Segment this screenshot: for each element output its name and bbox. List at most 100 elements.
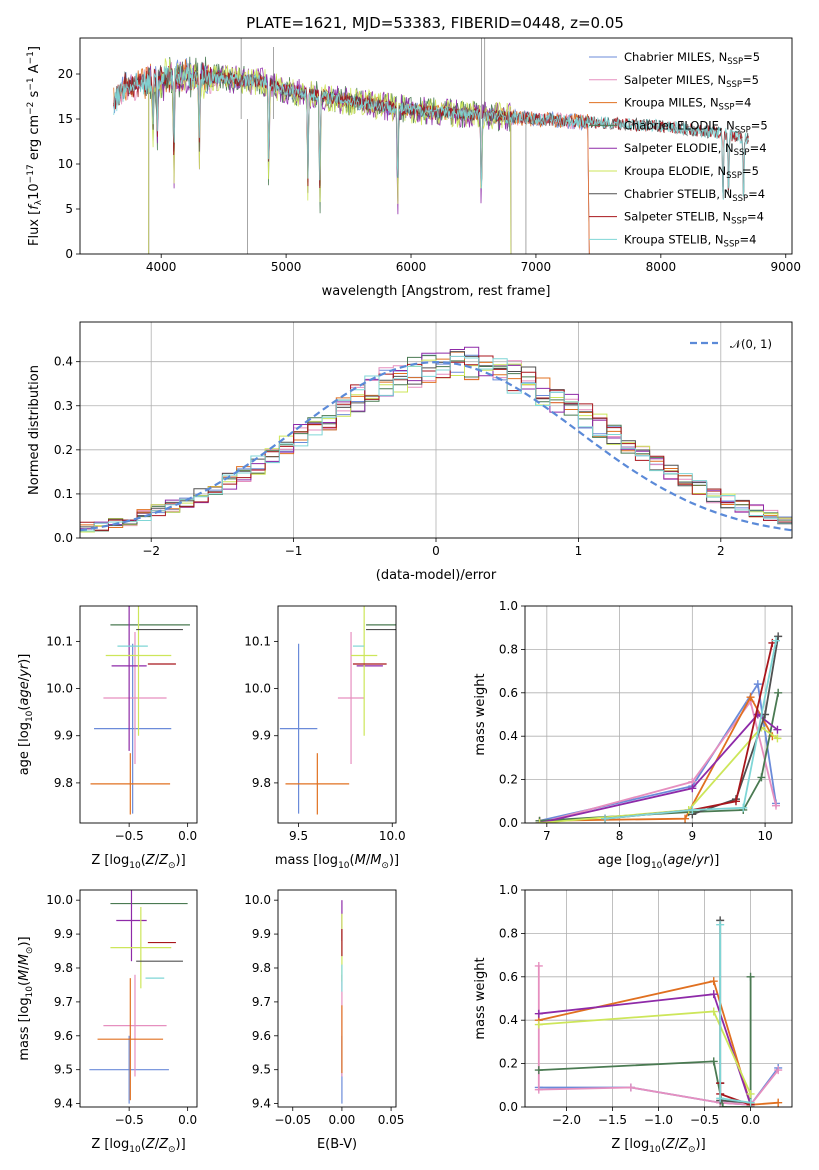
y-tick-label: 9.9: [252, 729, 271, 743]
y-axis-label-text: Flux [fλ10−17 erg cm−2 s−1 A−1]: [26, 46, 44, 246]
y-axis-label: age [log10(age/yr)]: [17, 654, 35, 776]
legend-entry: Salpeter ELODIE, NSSP=4: [624, 141, 767, 158]
y-axis-label: mass weight: [473, 957, 488, 1039]
weight-line-salpeter_miles: [539, 699, 777, 823]
y-tick-label: 10.0: [46, 893, 73, 907]
panels: 4000 5000 6000 7000 8000 900005101520waveleng…: [17, 37, 801, 1155]
weight-marker-kroupa_stelib: [688, 805, 697, 814]
age-Z-panel: −0.5 0.0 9.8 9.9 10.0 10.1 Z [log10(Z/Z⊙)] age …: [17, 605, 198, 871]
age-mass-ticks: 9.5 10.0 9.8 9.9 10.0 10.1: [244, 634, 405, 843]
y-tick-label: 9.4: [54, 1097, 73, 1111]
x-tick-label: 8000: [646, 260, 677, 274]
weight-line-kroupa_stelib: [604, 640, 777, 820]
weight-marker-kroupa_stelib: [716, 920, 725, 929]
y-tick-label: 9.9: [54, 729, 73, 743]
spectrum-line-salpeter_miles: [113, 62, 590, 254]
weight-marker-chabrier_miles: [753, 680, 762, 689]
x-tick-label: 5000: [271, 260, 302, 274]
weight-line-salpeter_elodie: [539, 713, 778, 823]
residual-histogram-salpeter_elodie: [80, 346, 792, 530]
age-mass-panel: 9.5 10.0 9.8 9.9 10.0 10.1 mass [log10(M/M⊙)]: [244, 605, 406, 871]
y-tick-label: 0.8: [499, 926, 518, 940]
weight-marker-kroupa_stelib: [739, 803, 748, 812]
weight-age-lines: [535, 632, 783, 823]
weight-marker-kroupa_stelib: [601, 814, 610, 823]
weight-marker-salpeter_elodie: [534, 1009, 543, 1018]
weight-marker-kroupa_miles: [681, 814, 690, 823]
residuals-x-label: (data-model)/error: [376, 568, 497, 583]
x-axis-label: Z [log10(Z/Z⊙)]: [91, 1137, 185, 1155]
weight-marker-kroupa_elodie: [534, 1020, 543, 1029]
weight-marker-salpeter_elodie: [709, 990, 718, 999]
y-axis-label-text: mass weight: [473, 673, 488, 755]
y-tick-label: 9.5: [54, 1063, 73, 1077]
x-axis-label: Z [log10(Z/Z⊙)]: [91, 853, 185, 871]
y-tick-label: 0.3: [54, 399, 73, 413]
x-tick-label: −2: [142, 544, 160, 558]
x-tick-label: −2.0: [552, 1113, 581, 1127]
y-tick-label: 0.0: [499, 816, 518, 830]
y-tick-label: 9.8: [54, 776, 73, 790]
y-tick-label: 9.6: [54, 1029, 73, 1043]
weight-marker-salpeter_miles: [534, 1085, 543, 1094]
legend-entry: Chabrier MILES, NSSP=5: [624, 50, 760, 67]
weight-marker-chabrier_elodie: [709, 1057, 718, 1066]
y-tick-label: 0.1: [54, 487, 73, 501]
y-axis-label: mass [log10(M/M⊙)]: [17, 936, 35, 1060]
y-tick-label: 10.0: [46, 682, 73, 696]
mass-Z-ticks: −0.5 0.0 9.4 9.5 9.6 9.7 9.8 9.9 10.0: [46, 893, 197, 1127]
age-Z-ticks: −0.5 0.0 9.8 9.9 10.0 10.1: [46, 634, 197, 843]
weight-line-chabrier_stelib: [719, 920, 751, 1104]
weight-marker-kroupa_stelib: [716, 1094, 725, 1103]
weight-line-salpeter_stelib: [604, 642, 774, 820]
age-mass-frame: [277, 605, 397, 824]
x-tick-label: 1: [575, 544, 583, 558]
legend-entry: Kroupa MILES, NSSP=4: [624, 96, 751, 113]
mass-Z-panel: −0.5 0.0 9.4 9.5 9.6 9.7 9.8 9.9 10.0 Z [log10(Z/…: [17, 889, 198, 1155]
y-tick-label: 0: [65, 247, 73, 261]
y-tick-label: 1.0: [499, 599, 518, 613]
weight-Z-frame: [524, 889, 793, 1108]
weight-marker-chabrier_elodie: [746, 972, 755, 981]
weight-line-chabrier_stelib: [692, 636, 780, 816]
y-tick-label: 15: [58, 112, 73, 126]
spectrum-line-kroupa_elodie: [148, 58, 512, 254]
mass-ebv-panel: −0.05 0.00 0.05 9.4 9.5 9.6 9.7 9.8 9.9 10.0 E(B-V…: [244, 889, 404, 1152]
residuals-panel: −2 −1 0 1 2 0.0 0.1 0.2 0.3 0.4 (data-model)/error…: [27, 321, 793, 583]
weight-marker-chabrier_elodie: [774, 688, 783, 697]
spectrum-line-kroupa_stelib: [113, 62, 749, 200]
y-axis-label-text: age [log10(age/yr)]: [17, 654, 35, 776]
y-tick-label: 9.7: [54, 995, 73, 1009]
y-axis-label: Normed distribution: [27, 365, 42, 495]
mass-ebv-ticks: −0.05 0.00 0.05 9.4 9.5 9.6 9.7 9.8 9.9 10.0: [244, 893, 404, 1127]
weight-marker-chabrier_elodie: [757, 773, 766, 782]
weight-line-kroupa_stelib: [719, 924, 751, 1104]
weight-marker-salpeter_miles: [626, 1083, 635, 1092]
x-tick-label: −1: [285, 544, 303, 558]
x-tick-label: −1.0: [644, 1113, 673, 1127]
legend-entry: Chabrier ELODIE, NSSP=5: [624, 118, 768, 135]
weight-marker-kroupa_stelib: [771, 636, 780, 645]
weight-age-panel: 7 8 9 10 0.0 0.2 0.4 0.6 0.8 1.0 age [log10(age/yr…: [473, 599, 793, 871]
residuals-grid: [80, 322, 792, 539]
y-tick-label: 0.4: [54, 355, 73, 369]
weight-marker-kroupa_stelib: [746, 1098, 755, 1107]
y-axis-label-text: mass [log10(M/M⊙)]: [17, 936, 35, 1060]
legend-entry: Chabrier STELIB, NSSP=4: [624, 187, 765, 204]
spectrum-ticks: 4000 5000 6000 7000 8000 9000 0 5 10 15 20: [58, 67, 801, 274]
y-tick-label: 10.1: [244, 634, 271, 648]
x-tick-label: −1.5: [598, 1113, 627, 1127]
x-tick-label: 0.0: [741, 1113, 760, 1127]
spectrum-lines: [113, 38, 749, 254]
x-tick-label: 0: [432, 544, 440, 558]
normal-legend-label: 𝒩(0, 1): [730, 337, 772, 351]
y-tick-label: 10.0: [244, 682, 271, 696]
y-tick-label: 9.5: [252, 1063, 271, 1077]
x-tick-label: 0.0: [178, 829, 197, 843]
weight-marker-kroupa_miles: [774, 1098, 783, 1107]
y-tick-label: 0.0: [499, 1100, 518, 1114]
spectrum-x-label: wavelength [Angstrom, rest frame]: [322, 284, 551, 299]
spectrum-line-kroupa_miles: [113, 59, 590, 254]
weight-age-ticks: 7 8 9 10 0.0 0.2 0.4 0.6 0.8 1.0: [499, 599, 773, 843]
residuals-frame: [79, 321, 793, 539]
